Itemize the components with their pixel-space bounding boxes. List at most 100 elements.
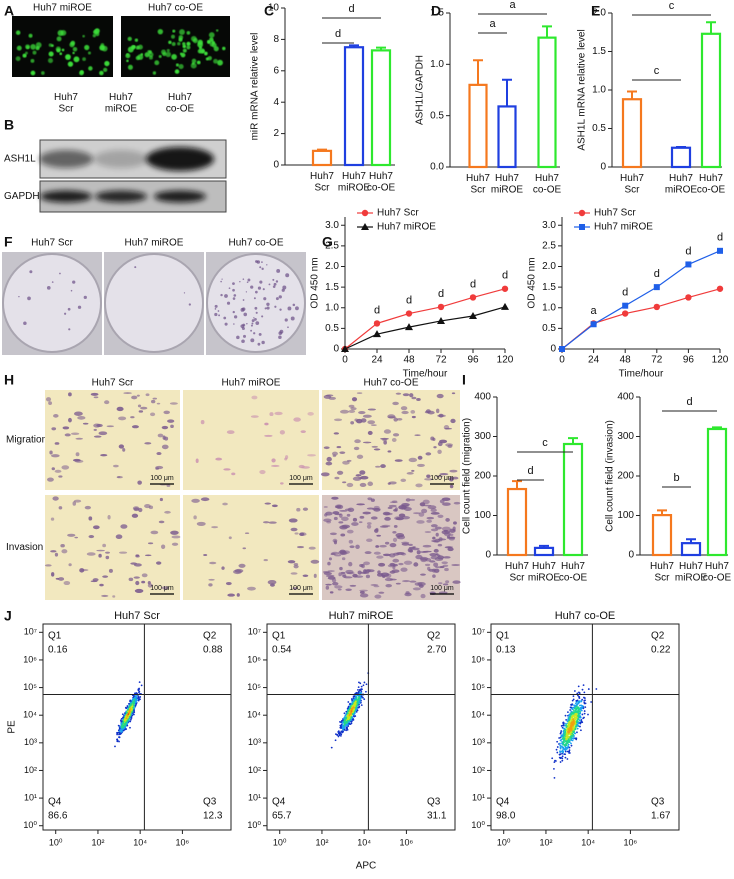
event	[350, 720, 352, 723]
cell	[416, 398, 421, 401]
marker	[501, 285, 509, 292]
event	[356, 703, 359, 706]
cell	[73, 499, 82, 503]
cell	[182, 44, 187, 49]
error-bar	[502, 78, 512, 107]
event	[343, 723, 346, 726]
cell	[268, 521, 277, 524]
event	[125, 718, 127, 721]
image-background	[45, 390, 180, 490]
cell	[269, 412, 274, 417]
colony	[242, 323, 246, 327]
cell	[302, 507, 309, 511]
quadrant-percent: 12.3	[203, 811, 223, 822]
event	[130, 709, 132, 712]
event	[572, 737, 575, 740]
x-tick-label: 10⁴	[357, 837, 371, 847]
x-tick-label: 120	[712, 355, 729, 366]
significance-label: d	[374, 304, 380, 316]
cell	[172, 29, 176, 33]
cell	[432, 574, 436, 578]
cell	[350, 421, 355, 425]
event	[573, 711, 576, 714]
event	[569, 706, 572, 709]
cell	[200, 420, 205, 425]
plot-frame	[266, 623, 456, 831]
error-bar	[512, 480, 522, 490]
cell	[411, 547, 420, 551]
quadrant-percent: 98.0	[496, 811, 516, 822]
event	[564, 743, 567, 746]
colony	[266, 306, 270, 310]
event	[355, 694, 357, 697]
cell	[414, 434, 421, 437]
legend-label: Huh7 miROE	[594, 222, 653, 233]
event	[579, 712, 582, 715]
cell	[367, 481, 374, 487]
cell	[397, 534, 406, 540]
colony	[258, 332, 262, 336]
cell	[138, 507, 143, 513]
cell	[296, 507, 301, 512]
cell	[84, 505, 91, 510]
cell	[383, 429, 392, 434]
y-tick-label: 0	[273, 160, 279, 171]
cell	[322, 570, 330, 574]
panel-letter: E	[591, 3, 600, 19]
event	[579, 719, 581, 722]
cell	[338, 572, 342, 577]
x-tick-label: 96	[467, 355, 479, 366]
event	[555, 760, 557, 762]
event	[359, 682, 362, 685]
colony	[134, 266, 137, 269]
colony	[232, 297, 236, 300]
event	[357, 689, 359, 691]
x-axis-label: Time/hour	[619, 369, 664, 380]
quadrant-percent: 0.13	[496, 645, 516, 656]
event	[572, 730, 574, 733]
event	[560, 738, 563, 741]
x-tick-label: 72	[435, 355, 447, 366]
scale-bar-label: 100 μm	[289, 585, 313, 592]
cell	[429, 552, 438, 557]
event	[576, 692, 579, 695]
event	[128, 702, 130, 705]
cell	[367, 420, 376, 425]
event	[354, 711, 356, 714]
event	[132, 697, 134, 700]
cell	[442, 583, 449, 586]
cell	[450, 418, 456, 424]
cell	[437, 543, 443, 547]
cell	[122, 448, 126, 452]
event	[577, 724, 579, 727]
cell	[337, 588, 342, 591]
cell	[367, 430, 373, 436]
event	[587, 688, 590, 690]
quadrant-percent: 1.67	[651, 811, 671, 822]
bar	[311, 149, 333, 167]
significance-label: d	[717, 232, 723, 244]
event	[567, 738, 570, 741]
panel-letter: F	[4, 234, 13, 250]
cell	[166, 484, 171, 487]
cell	[339, 509, 348, 512]
cell	[356, 392, 363, 395]
cell	[350, 407, 357, 411]
event	[343, 729, 346, 731]
panel-letter: B	[4, 117, 14, 133]
x-tick-label: 10⁰	[273, 837, 287, 847]
event	[348, 715, 350, 718]
event	[561, 752, 563, 755]
event	[575, 725, 578, 728]
event	[350, 716, 353, 719]
cell	[72, 501, 77, 506]
cell	[292, 587, 298, 590]
colony	[64, 312, 67, 315]
cell	[385, 584, 392, 588]
event	[357, 686, 360, 689]
bar	[651, 514, 673, 557]
event	[341, 724, 344, 727]
bar	[370, 49, 392, 167]
x-tick-label: 10⁶	[400, 837, 414, 847]
